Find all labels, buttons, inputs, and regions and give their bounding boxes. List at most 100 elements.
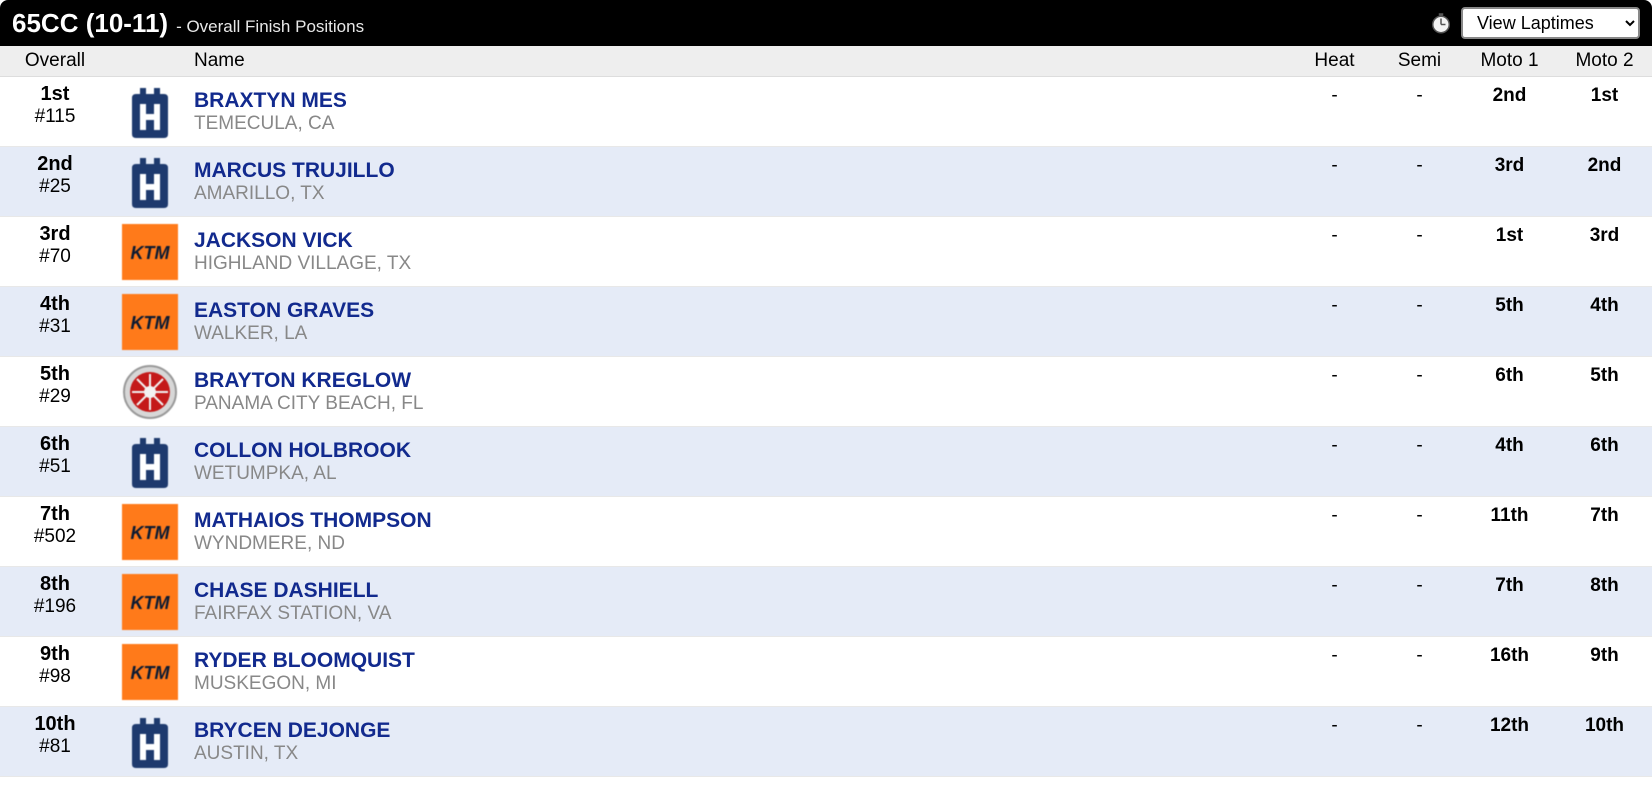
moto1-cell: 16th bbox=[1462, 637, 1557, 706]
stopwatch-icon bbox=[1429, 11, 1453, 35]
brand-cell: KTM bbox=[110, 637, 190, 706]
name-cell: BRYCEN DEJONGE AUSTIN, TX bbox=[190, 707, 1292, 776]
rider-location: HIGHLAND VILLAGE, TX bbox=[194, 253, 1292, 275]
position: 5th bbox=[0, 363, 110, 386]
moto1-cell: 3rd bbox=[1462, 147, 1557, 216]
name-cell: RYDER BLOOMQUIST MUSKEGON, MI bbox=[190, 637, 1292, 706]
position: 4th bbox=[0, 293, 110, 316]
rider-number: #31 bbox=[0, 316, 110, 338]
semi-cell: - bbox=[1377, 217, 1462, 286]
rider-name-link[interactable]: CHASE DASHIELL bbox=[194, 579, 1292, 603]
rider-number: #70 bbox=[0, 246, 110, 268]
moto2-cell: 7th bbox=[1557, 497, 1652, 566]
table-row: 4th #31 KTM EASTON GRAVES WALKER, LA - -… bbox=[0, 287, 1652, 357]
name-cell: BRAXTYN MES TEMECULA, CA bbox=[190, 77, 1292, 146]
brand-logo-icon: KTM bbox=[122, 504, 178, 560]
brand-cell bbox=[110, 147, 190, 216]
rider-name-link[interactable]: JACKSON VICK bbox=[194, 229, 1292, 253]
rider-number: #29 bbox=[0, 386, 110, 408]
position: 9th bbox=[0, 643, 110, 666]
overall-cell: 7th #502 bbox=[0, 497, 110, 566]
table-row: 9th #98 KTM RYDER BLOOMQUIST MUSKEGON, M… bbox=[0, 637, 1652, 707]
semi-cell: - bbox=[1377, 77, 1462, 146]
moto1-cell: 1st bbox=[1462, 217, 1557, 286]
moto2-cell: 4th bbox=[1557, 287, 1652, 356]
moto2-cell: 10th bbox=[1557, 707, 1652, 776]
position: 7th bbox=[0, 503, 110, 526]
brand-cell bbox=[110, 77, 190, 146]
brand-logo-icon: KTM bbox=[122, 644, 178, 700]
class-title: 65CC (10-11) bbox=[12, 8, 168, 39]
svg-text:KTM: KTM bbox=[131, 523, 171, 543]
name-cell: BRAYTON KREGLOW PANAMA CITY BEACH, FL bbox=[190, 357, 1292, 426]
heat-cell: - bbox=[1292, 287, 1377, 356]
rider-number: #51 bbox=[0, 456, 110, 478]
col-semi: Semi bbox=[1377, 50, 1462, 72]
rider-name-link[interactable]: MARCUS TRUJILLO bbox=[194, 159, 1292, 183]
brand-cell: KTM bbox=[110, 567, 190, 636]
position: 3rd bbox=[0, 223, 110, 246]
heat-cell: - bbox=[1292, 497, 1377, 566]
moto1-cell: 5th bbox=[1462, 287, 1557, 356]
header-left: 65CC (10-11) - Overall Finish Positions bbox=[12, 8, 364, 39]
moto1-cell: 12th bbox=[1462, 707, 1557, 776]
moto2-cell: 6th bbox=[1557, 427, 1652, 496]
rider-name-link[interactable]: COLLON HOLBROOK bbox=[194, 439, 1292, 463]
rider-number: #115 bbox=[0, 106, 110, 128]
brand-cell: KTM bbox=[110, 217, 190, 286]
rider-number: #98 bbox=[0, 666, 110, 688]
moto2-cell: 3rd bbox=[1557, 217, 1652, 286]
brand-logo-icon bbox=[122, 714, 178, 770]
brand-logo-icon: KTM bbox=[122, 224, 178, 280]
svg-text:KTM: KTM bbox=[131, 593, 171, 613]
brand-cell: KTM bbox=[110, 287, 190, 356]
rider-location: AMARILLO, TX bbox=[194, 183, 1292, 205]
rider-number: #502 bbox=[0, 526, 110, 548]
name-cell: MARCUS TRUJILLO AMARILLO, TX bbox=[190, 147, 1292, 216]
name-cell: COLLON HOLBROOK WETUMPKA, AL bbox=[190, 427, 1292, 496]
moto1-cell: 2nd bbox=[1462, 77, 1557, 146]
moto2-cell: 8th bbox=[1557, 567, 1652, 636]
svg-text:KTM: KTM bbox=[131, 663, 171, 683]
rider-name-link[interactable]: BRAYTON KREGLOW bbox=[194, 369, 1292, 393]
heat-cell: - bbox=[1292, 147, 1377, 216]
brand-logo-icon bbox=[122, 84, 178, 140]
table-row: 8th #196 KTM CHASE DASHIELL FAIRFAX STAT… bbox=[0, 567, 1652, 637]
moto2-cell: 9th bbox=[1557, 637, 1652, 706]
overall-cell: 2nd #25 bbox=[0, 147, 110, 216]
overall-cell: 9th #98 bbox=[0, 637, 110, 706]
brand-logo-icon: KTM bbox=[122, 294, 178, 350]
brand-cell bbox=[110, 357, 190, 426]
brand-logo-icon bbox=[122, 434, 178, 490]
heat-cell: - bbox=[1292, 567, 1377, 636]
overall-cell: 4th #31 bbox=[0, 287, 110, 356]
rider-name-link[interactable]: MATHAIOS THOMPSON bbox=[194, 509, 1292, 533]
rider-name-link[interactable]: BRYCEN DEJONGE bbox=[194, 719, 1292, 743]
rider-location: MUSKEGON, MI bbox=[194, 673, 1292, 695]
name-cell: JACKSON VICK HIGHLAND VILLAGE, TX bbox=[190, 217, 1292, 286]
table-row: 2nd #25 MARCUS TRUJILLO AMARILLO, TX - -… bbox=[0, 147, 1652, 217]
col-heat: Heat bbox=[1292, 50, 1377, 72]
position: 10th bbox=[0, 713, 110, 736]
rider-location: FAIRFAX STATION, VA bbox=[194, 603, 1292, 625]
col-brand bbox=[110, 50, 190, 72]
table-row: 5th #29 BRAYTON KREGLOW PANAMA CITY BEAC… bbox=[0, 357, 1652, 427]
col-moto2: Moto 2 bbox=[1557, 50, 1652, 72]
table-row: 3rd #70 KTM JACKSON VICK HIGHLAND VILLAG… bbox=[0, 217, 1652, 287]
heat-cell: - bbox=[1292, 427, 1377, 496]
rider-name-link[interactable]: EASTON GRAVES bbox=[194, 299, 1292, 323]
position: 6th bbox=[0, 433, 110, 456]
table-row: 10th #81 BRYCEN DEJONGE AUSTIN, TX - - 1… bbox=[0, 707, 1652, 777]
class-header: 65CC (10-11) - Overall Finish Positions … bbox=[0, 0, 1652, 46]
col-moto1: Moto 1 bbox=[1462, 50, 1557, 72]
svg-text:KTM: KTM bbox=[131, 243, 171, 263]
rider-number: #196 bbox=[0, 596, 110, 618]
view-laptimes-select[interactable]: View Laptimes bbox=[1461, 7, 1640, 39]
results-body: 1st #115 BRAXTYN MES TEMECULA, CA - - 2n… bbox=[0, 77, 1652, 777]
overall-cell: 5th #29 bbox=[0, 357, 110, 426]
columns-header: Overall Name Heat Semi Moto 1 Moto 2 bbox=[0, 46, 1652, 77]
overall-cell: 3rd #70 bbox=[0, 217, 110, 286]
rider-name-link[interactable]: RYDER BLOOMQUIST bbox=[194, 649, 1292, 673]
rider-name-link[interactable]: BRAXTYN MES bbox=[194, 89, 1292, 113]
col-name: Name bbox=[190, 50, 1292, 72]
